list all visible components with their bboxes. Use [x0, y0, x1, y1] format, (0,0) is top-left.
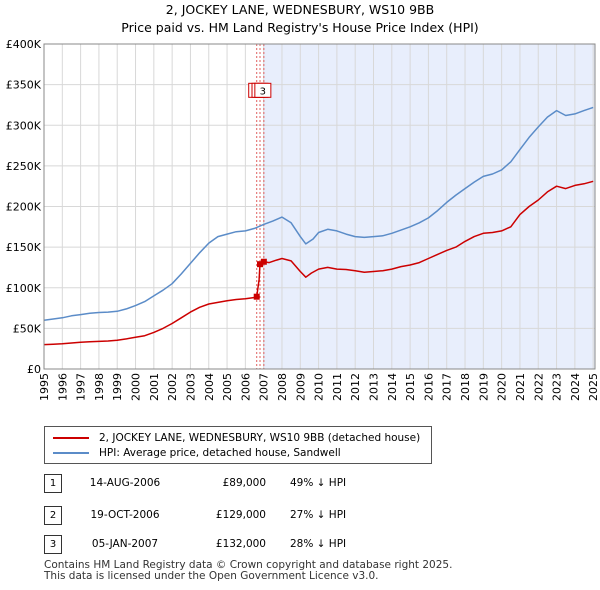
y-tick-label: £200K — [6, 201, 42, 214]
x-tick-label: 2007 — [258, 373, 271, 401]
transaction-row: 1 14-AUG-2006 £89,000 49% ↓ HPI — [0, 474, 600, 494]
x-tick-label: 2000 — [130, 373, 143, 401]
x-tick-label: 2022 — [532, 373, 545, 401]
transaction-hpi-diff: 27% ↓ HPI — [290, 509, 347, 521]
chart-marker-label: 3 — [260, 86, 266, 97]
x-tick-label: 1996 — [56, 373, 69, 401]
x-tick-label: 2016 — [422, 373, 435, 401]
x-tick-label: 2009 — [294, 373, 307, 401]
x-tick-label: 2015 — [404, 373, 417, 401]
transaction-date: 19-OCT-2006 — [90, 509, 160, 521]
x-tick-label: 1997 — [75, 373, 88, 401]
transaction-point — [257, 261, 264, 268]
x-tick-label: 2002 — [166, 373, 179, 401]
chart-title: 2, JOCKEY LANE, WEDNESBURY, WS10 9BB — [165, 2, 435, 17]
transaction-number: 3 — [44, 535, 62, 554]
transaction-hpi-diff: 28% ↓ HPI — [290, 538, 347, 550]
y-tick-label: £350K — [6, 79, 42, 92]
x-tick-label: 2024 — [569, 373, 582, 401]
x-tick-label: 2014 — [386, 373, 399, 401]
x-tick-label: 2020 — [496, 373, 509, 401]
hpi-series-line — [43, 106, 594, 322]
x-tick-label: 2011 — [331, 373, 344, 401]
x-tick-label: 2010 — [313, 373, 326, 401]
footer-attribution: Contains HM Land Registry data © Crown c… — [44, 560, 452, 582]
x-tick-label: 2021 — [514, 373, 527, 401]
x-tick-label: 2025 — [587, 373, 600, 401]
footer-line-1: Contains HM Land Registry data © Crown c… — [44, 559, 453, 571]
x-tick-label: 2017 — [441, 373, 454, 401]
plot-border — [43, 43, 596, 370]
x-tick-label: 2019 — [477, 373, 490, 401]
transaction-point — [260, 258, 267, 265]
x-tick-label: 2008 — [276, 373, 289, 401]
property-series-line — [43, 180, 594, 346]
y-tick-label: £400K — [6, 38, 42, 51]
y-tick-label: £250K — [6, 160, 42, 173]
x-tick-label: 2006 — [239, 373, 252, 401]
x-tick-label: 2018 — [459, 373, 472, 401]
transaction-price: £129,000 — [215, 509, 266, 521]
transaction-point — [253, 293, 260, 300]
transaction-hpi-diff: 49% ↓ HPI — [290, 477, 347, 489]
x-tick-label: 2003 — [184, 373, 197, 401]
legend-label-property: 2, JOCKEY LANE, WEDNESBURY, WS10 9BB (de… — [99, 432, 421, 444]
legend-label-hpi: HPI: Average price, detached house, Sand… — [99, 447, 341, 459]
legend-item-property: 2, JOCKEY LANE, WEDNESBURY, WS10 9BB (de… — [53, 431, 420, 445]
y-tick-label: £300K — [6, 119, 42, 132]
transaction-price: £132,000 — [215, 538, 266, 550]
legend-swatch-hpi — [53, 452, 89, 454]
transaction-number: 1 — [44, 474, 62, 493]
x-tick-label: 2004 — [203, 373, 216, 401]
chart-legend: 2, JOCKEY LANE, WEDNESBURY, WS10 9BB (de… — [44, 426, 432, 464]
price-chart: 1995 1996 1997 1998 1999 2000 2001 2002 2003 2004… — [6, 38, 600, 401]
x-tick-label: 2005 — [221, 373, 234, 401]
y-tick-label: £0 — [27, 363, 41, 376]
x-tick-label: 2012 — [349, 373, 362, 401]
y-tick-label: £50K — [13, 322, 42, 335]
chart-marker-box — [254, 82, 272, 98]
footer-line-2: This data is licensed under the Open Gov… — [44, 570, 379, 582]
y-tick-label: £150K — [6, 241, 42, 254]
x-tick-label: 2001 — [148, 373, 161, 401]
transaction-number: 2 — [44, 506, 62, 525]
y-tick-label: £100K — [6, 282, 42, 295]
legend-swatch-property — [53, 437, 89, 439]
x-tick-label: 1998 — [93, 373, 106, 401]
chart-subtitle: Price paid vs. HM Land Registry's House … — [121, 20, 479, 35]
transaction-row: 2 19-OCT-2006 £129,000 27% ↓ HPI — [0, 506, 600, 526]
transaction-date: 14-AUG-2006 — [89, 477, 161, 489]
x-tick-label: 1999 — [111, 373, 124, 401]
x-tick-label: 2023 — [551, 373, 564, 401]
transaction-date: 05-JAN-2007 — [91, 538, 159, 550]
transaction-row: 3 05-JAN-2007 £132,000 28% ↓ HPI — [0, 535, 600, 555]
x-tick-label: 2013 — [368, 373, 381, 401]
transaction-price: £89,000 — [222, 477, 266, 489]
legend-item-hpi: HPI: Average price, detached house, Sand… — [53, 446, 341, 460]
x-tick-label: 1995 — [38, 373, 51, 401]
